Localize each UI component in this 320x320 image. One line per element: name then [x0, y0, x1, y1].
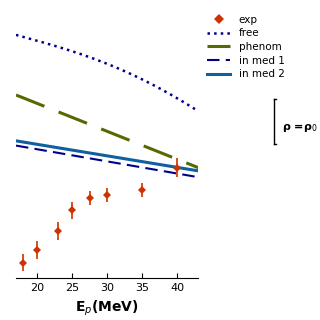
phenom: [123, 136, 126, 140]
in med 2: [14, 139, 18, 143]
Legend: exp, free, phenom, in med 1, in med 2: exp, free, phenom, in med 1, in med 2: [207, 15, 284, 79]
Line: phenom: phenom: [16, 95, 198, 168]
phenom: [196, 166, 200, 170]
Line: in med 1: in med 1: [16, 146, 198, 177]
phenom: [14, 93, 18, 97]
in med 1: [180, 172, 183, 176]
in med 1: [14, 144, 18, 148]
phenom: [126, 138, 130, 141]
in med 1: [196, 175, 200, 179]
in med 2: [123, 157, 126, 161]
Line: free: free: [16, 35, 198, 111]
free: [14, 33, 18, 37]
phenom: [15, 93, 19, 97]
in med 1: [123, 163, 126, 166]
in med 1: [122, 162, 126, 166]
in med 1: [15, 144, 19, 148]
phenom: [180, 159, 183, 163]
in med 2: [168, 164, 172, 168]
in med 2: [122, 157, 126, 161]
in med 2: [126, 157, 130, 161]
in med 2: [196, 169, 200, 173]
phenom: [122, 136, 126, 140]
in med 1: [126, 163, 130, 167]
in med 2: [15, 139, 19, 143]
free: [15, 33, 19, 37]
free: [180, 99, 183, 103]
in med 1: [168, 170, 172, 174]
Text: ρ =ρ$_0$: ρ =ρ$_0$: [282, 122, 317, 134]
phenom: [168, 154, 172, 158]
X-axis label: E$_p$(MeV): E$_p$(MeV): [76, 299, 139, 318]
free: [122, 69, 126, 73]
in med 2: [180, 166, 183, 170]
free: [126, 71, 130, 75]
Line: in med 2: in med 2: [16, 141, 198, 171]
free: [123, 69, 126, 73]
free: [168, 92, 172, 96]
free: [196, 109, 200, 113]
